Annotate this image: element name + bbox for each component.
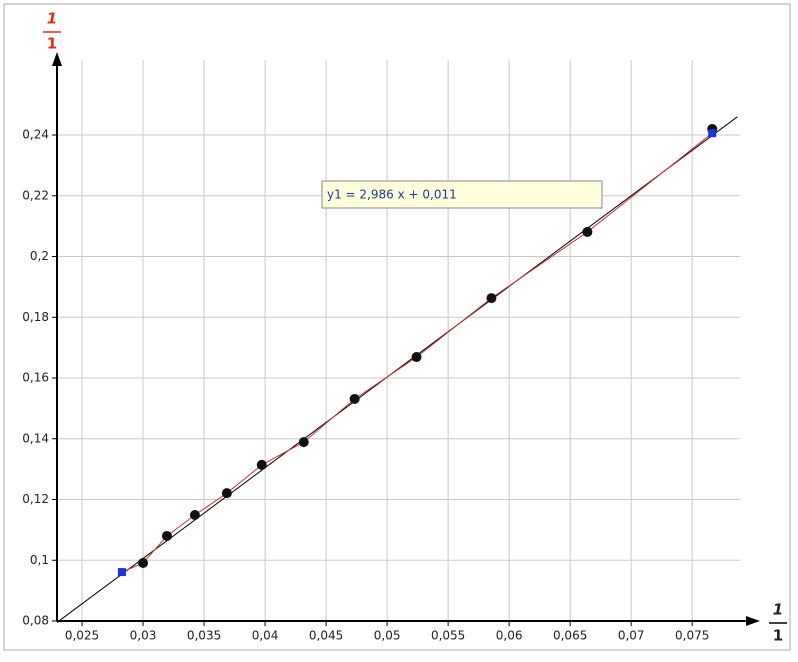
point bbox=[189, 509, 200, 520]
x-tick-label: 0,055 bbox=[431, 629, 465, 643]
x-tick-label: 0,06 bbox=[496, 629, 523, 643]
x-tick-label: 0,065 bbox=[553, 629, 587, 643]
frame bbox=[3, 3, 791, 651]
x-label-denominator: 1 bbox=[773, 627, 783, 645]
annotation-box bbox=[321, 180, 603, 209]
point bbox=[486, 293, 497, 304]
y-tick-label: 0,22 bbox=[22, 188, 49, 202]
y-label-denominator: 1 bbox=[47, 35, 57, 53]
x-tick-label: 0,025 bbox=[65, 629, 99, 643]
x-label-numerator: 1 bbox=[773, 601, 783, 619]
y-tick-label: 0,12 bbox=[22, 492, 49, 506]
point bbox=[161, 530, 172, 541]
point bbox=[411, 352, 422, 363]
point bbox=[349, 393, 360, 404]
y-axis-arrow bbox=[52, 52, 62, 66]
y-tick-label: 0,16 bbox=[22, 371, 49, 385]
point-square bbox=[708, 129, 717, 138]
y-tick-label: 0,24 bbox=[22, 128, 49, 142]
point bbox=[298, 437, 309, 448]
y-tick-label: 0,2 bbox=[30, 249, 49, 263]
y-tick-label: 0,14 bbox=[22, 431, 49, 445]
point bbox=[138, 557, 149, 568]
y-tick-label: 0,08 bbox=[22, 614, 49, 628]
x-tick-label: 0,07 bbox=[618, 629, 645, 643]
y-label-numerator: 1 bbox=[47, 10, 57, 28]
y-tick-label: 0,18 bbox=[22, 310, 49, 324]
x-tick-label: 0,04 bbox=[252, 629, 279, 643]
x-tick-label: 0,03 bbox=[130, 629, 157, 643]
x-tick-label: 0,045 bbox=[309, 629, 343, 643]
x-tick-label: 0,05 bbox=[374, 629, 401, 643]
point bbox=[582, 226, 593, 237]
point bbox=[256, 459, 267, 470]
point bbox=[221, 488, 232, 499]
curve bbox=[121, 132, 713, 573]
x-tick-label: 0,075 bbox=[675, 629, 709, 643]
x-axis-arrow bbox=[746, 616, 760, 626]
y-tick-label: 0,1 bbox=[30, 553, 49, 567]
annotation: y1 = 2,986 x + 0,011 bbox=[327, 188, 457, 202]
x-tick-label: 0,035 bbox=[187, 629, 221, 643]
point-square bbox=[117, 568, 126, 577]
